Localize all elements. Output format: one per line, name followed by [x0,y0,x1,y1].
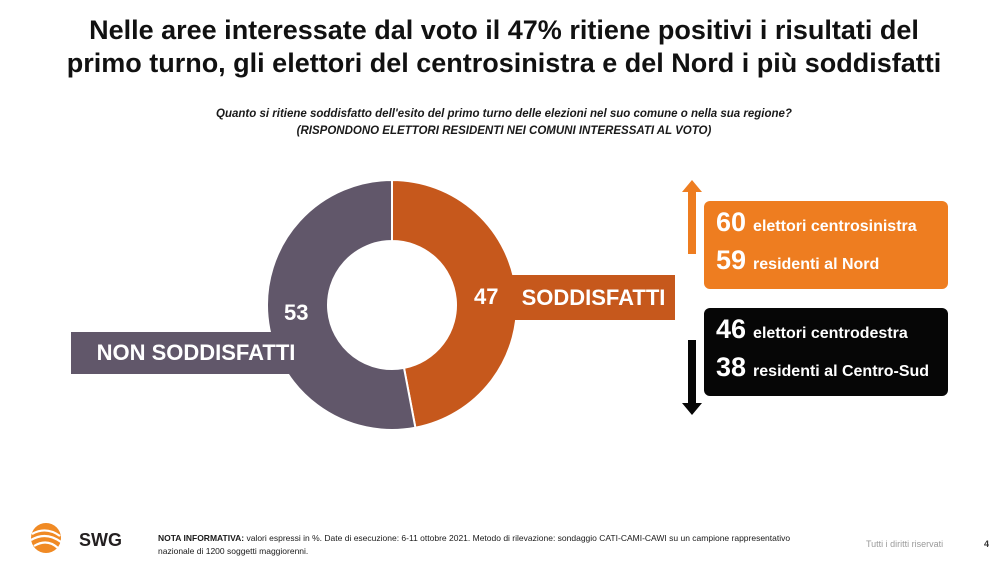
title-line-2: primo turno, gli elettori del centrosini… [66,48,942,78]
rights-text: Tutti i diritti riservati [866,539,944,549]
footer-note: NOTA INFORMATIVA: valori espressi in %. … [158,532,808,558]
breakdown-row: 60 elettori centrosinistra [716,207,948,245]
breakdown-label: elettori centrosinistra [753,218,917,235]
label-not-satisfied: NON SODDISFATTI [71,332,321,374]
title-line-1: Nelle aree interessate dal voto il 47% r… [89,15,919,45]
breakdown-value: 60 [716,207,747,237]
survey-question: Quanto si ritiene soddisfatto dell'esito… [0,106,1008,140]
swg-logo-icon [30,523,62,553]
note-text: valori espressi in %. Date di esecuzione… [158,533,791,556]
logo-text: SWG [79,530,122,550]
question-line-2: (RISPONDONO ELETTORI RESIDENTI NEI COMUN… [296,125,712,137]
down-arrow-icon [682,340,702,415]
breakdown-row: 46 elettori centrodestra [716,314,948,352]
up-arrow-icon [682,180,702,254]
breakdown-value: 46 [716,314,747,344]
slice-value-satisfied: 47 [474,284,499,309]
breakdown-value: 38 [716,352,747,382]
label-satisfied: SODDISFATTI [512,275,675,320]
panel-more-satisfied: 60 elettori centrosinistra 59 residenti … [704,201,948,289]
note-label: NOTA INFORMATIVA: [158,533,245,543]
breakdown-value: 59 [716,245,747,275]
page-title: Nelle aree interessate dal voto il 47% r… [0,14,1008,80]
panel-less-satisfied: 46 elettori centrodestra 38 residenti al… [704,308,948,396]
donut-slice-satisfied [391,178,518,429]
page-number: 4 [984,539,990,549]
breakdown-row: 59 residenti al Nord [716,245,948,283]
breakdown-label: residenti al Nord [753,256,880,273]
breakdown-label: residenti al Centro-Sud [753,363,930,380]
question-line-1: Quanto si ritiene soddisfatto dell'esito… [216,108,792,120]
slice-value-not-satisfied: 53 [284,300,309,325]
breakdown-row: 38 residenti al Centro-Sud [716,352,948,390]
breakdown-label: elettori centrodestra [753,325,908,342]
